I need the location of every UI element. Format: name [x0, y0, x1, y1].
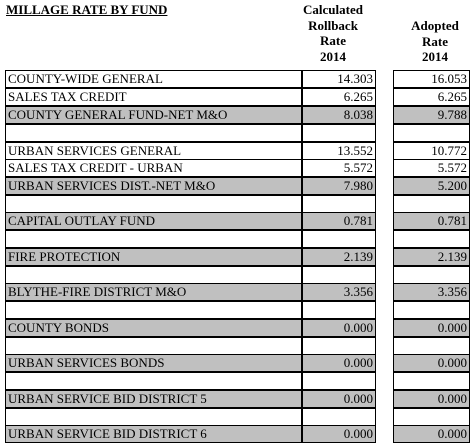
- rollback-rate-cell: 0.000: [302, 425, 376, 443]
- table-title: MILLAGE RATE BY FUND: [6, 2, 168, 17]
- adopted-rate-header: Adopted Rate 2014: [398, 18, 472, 65]
- fund-name-cell: [5, 301, 302, 319]
- rollback-rate-cell: [302, 408, 376, 426]
- fund-name-cell: URBAN SERVICES BONDS: [5, 354, 302, 372]
- rollback-rate-cell: [302, 372, 376, 390]
- adopted-rate-cell: 5.572: [393, 159, 470, 177]
- rollback-rate-cell: 6.265: [302, 88, 376, 106]
- rollback-rate-cell: 0.781: [302, 212, 376, 230]
- fund-name-cell: CAPITAL OUTLAY FUND: [5, 212, 302, 230]
- adopted-rate-cell: 0.000: [393, 425, 470, 443]
- fund-name-cell: SALES TAX CREDIT - URBAN: [5, 159, 302, 177]
- fund-name-cell: COUNTY BONDS: [5, 319, 302, 337]
- adopted-rate-cell: [393, 266, 470, 284]
- fund-name-cell: URBAN SERVICE BID DISTRICT 5: [5, 390, 302, 408]
- adopted-rate-cell: 2.139: [393, 248, 470, 266]
- rollback-rate-cell: 0.000: [302, 319, 376, 337]
- adopted-rate-cell: 0.000: [393, 390, 470, 408]
- rollback-rate-cell: [302, 266, 376, 284]
- fund-name-cell: URBAN SERVICES GENERAL: [5, 142, 302, 160]
- adopted-rate-cell: [393, 408, 470, 426]
- adopted-rate-cell: 10.772: [393, 142, 470, 160]
- fund-name-cell: SALES TAX CREDIT: [5, 88, 302, 106]
- header-line: Rollback: [308, 17, 358, 33]
- header-line: Rate: [320, 33, 346, 48]
- rollback-rate-cell: 0.000: [302, 390, 376, 408]
- fund-name-cell: COUNTY GENERAL FUND-NET M&O: [5, 106, 302, 124]
- adopted-rate-cell: [393, 301, 470, 319]
- rollback-rate-cell: 7.980: [302, 177, 376, 195]
- fund-name-cell: BLYTHE-FIRE DISTRICT M&O: [5, 283, 302, 301]
- adopted-rate-cell: 9.788: [393, 106, 470, 124]
- rollback-rate-cell: [302, 195, 376, 213]
- adopted-rate-cell: [393, 337, 470, 355]
- fund-name-cell: [5, 408, 302, 426]
- adopted-rate-cell: 0.000: [393, 319, 470, 337]
- fund-name-cell: [5, 124, 302, 142]
- fund-name-cell: [5, 230, 302, 248]
- header-line: Rate: [422, 33, 448, 49]
- header-line: 2014: [320, 48, 346, 64]
- rollback-rate-cell: 5.572: [302, 159, 376, 177]
- adopted-rate-cell: [393, 195, 470, 213]
- adopted-rate-cell: 3.356: [393, 283, 470, 301]
- adopted-rate-cell: 16.053: [393, 70, 470, 88]
- fund-name-cell: [5, 337, 302, 355]
- rollback-rate-cell: [302, 230, 376, 248]
- adopted-rate-cell: 6.265: [393, 88, 470, 106]
- rollback-rate-cell: [302, 124, 376, 142]
- rollback-rate-cell: 13.552: [302, 142, 376, 160]
- fund-name-cell: [5, 372, 302, 390]
- adopted-rate-cell: 5.200: [393, 177, 470, 195]
- adopted-rate-cell: [393, 372, 470, 390]
- fund-name-cell: [5, 195, 302, 213]
- rollback-rate-cell: [302, 301, 376, 319]
- fund-name-cell: [5, 266, 302, 284]
- rollback-rate-cell: [302, 337, 376, 355]
- header-line: Calculated: [303, 2, 363, 17]
- adopted-rate-cell: [393, 124, 470, 142]
- header-line: 2014: [422, 49, 448, 64]
- adopted-rate-cell: [393, 230, 470, 248]
- adopted-rate-cell: 0.781: [393, 212, 470, 230]
- rollback-rate-cell: 14.303: [302, 70, 376, 88]
- calculated-rollback-rate-header: Calculated Rollback Rate 2014: [290, 2, 376, 64]
- rollback-rate-cell: 8.038: [302, 106, 376, 124]
- fund-name-cell: COUNTY-WIDE GENERAL: [5, 70, 302, 88]
- rollback-rate-cell: 3.356: [302, 283, 376, 301]
- fund-name-cell: URBAN SERVICE BID DISTRICT 6: [5, 425, 302, 443]
- rollback-rate-cell: 0.000: [302, 354, 376, 372]
- fund-name-cell: URBAN SERVICES DIST.-NET M&O: [5, 177, 302, 195]
- adopted-rate-cell: 0.000: [393, 354, 470, 372]
- fund-name-cell: FIRE PROTECTION: [5, 248, 302, 266]
- rollback-rate-cell: 2.139: [302, 248, 376, 266]
- header-line: Adopted: [411, 18, 459, 33]
